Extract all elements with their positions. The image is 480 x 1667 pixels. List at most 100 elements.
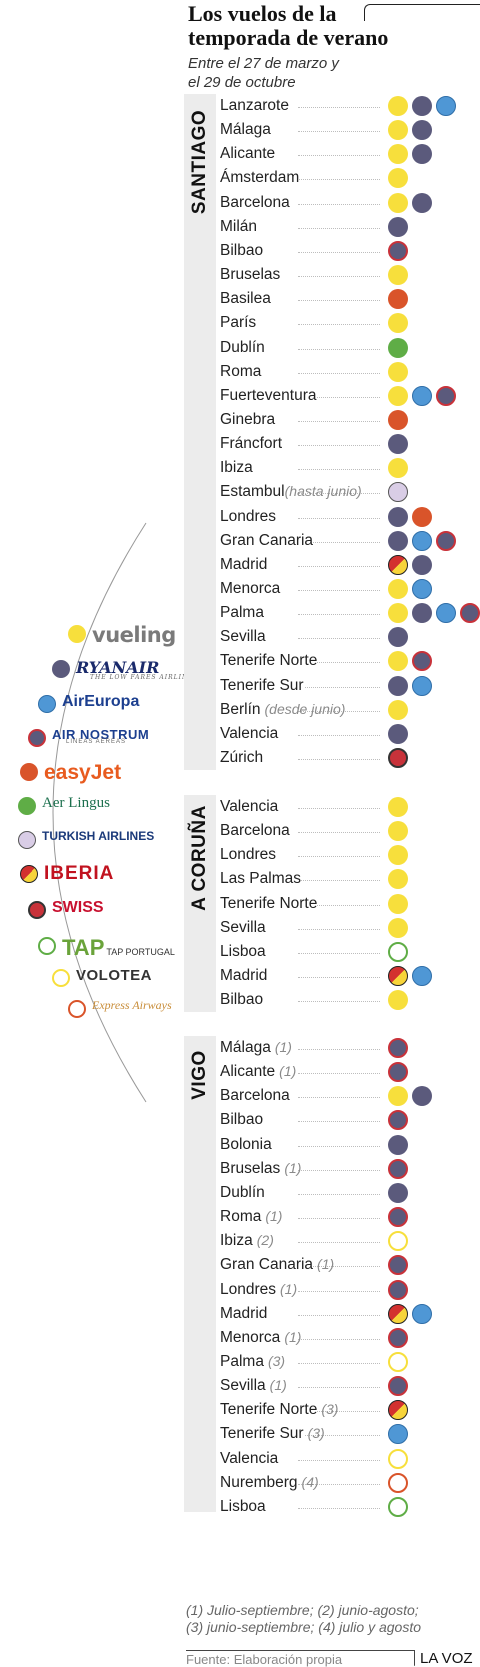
airline-icons	[388, 192, 432, 213]
airline-icons	[388, 240, 408, 261]
destination-row: Ibiza (2)	[218, 1229, 480, 1254]
airline-icons	[388, 1182, 408, 1203]
airnostrum-logo-tagline: LINEAS AEREAS	[66, 739, 127, 745]
destination-city: Alicante	[220, 145, 276, 163]
leader-dots	[298, 155, 380, 157]
destination-city: Barcelona	[220, 822, 290, 840]
destination-city: Tenerife Norte (3)	[220, 1401, 338, 1419]
city-note: (1)	[269, 1377, 287, 1394]
region-name: VIGO	[189, 1050, 211, 1100]
express-marker-icon	[388, 1472, 408, 1493]
vueling-marker-icon	[388, 313, 408, 334]
destination-row: Tenerife Norte	[218, 892, 480, 917]
destination-city: Madrid	[220, 555, 268, 574]
leader-dots	[298, 977, 380, 979]
airline-icons	[388, 1134, 408, 1155]
region-band-0	[184, 94, 216, 770]
destination-row: Lanzarote	[218, 94, 480, 119]
leader-dots	[298, 904, 380, 906]
destination-row: Dublín	[218, 336, 480, 361]
vueling-marker-icon	[68, 625, 86, 643]
easyjet-logo-label: easyJet	[44, 761, 122, 784]
leader-dots	[298, 856, 380, 858]
region-label-1: A CORUÑA	[184, 796, 216, 920]
destination-city: Ginebra	[220, 410, 276, 429]
leader-dots	[298, 1218, 380, 1220]
city-name: Las Palmas	[220, 870, 301, 888]
vueling-marker-icon	[388, 1086, 408, 1107]
volotea-marker-icon	[388, 1448, 408, 1469]
leader-dots	[298, 396, 380, 398]
destination-row: Gran Canaria	[218, 529, 480, 554]
airline-icons	[388, 1327, 408, 1348]
aerlingus-marker-icon	[388, 337, 408, 358]
vueling-marker-icon	[388, 385, 408, 406]
airline-icons	[388, 120, 432, 141]
city-note: (1)	[284, 1159, 302, 1176]
airline-icons	[388, 579, 432, 599]
city-name: Bilbao	[220, 991, 264, 1009]
city-name: Roma	[220, 1208, 262, 1226]
leader-dots	[298, 107, 380, 108]
destination-row: Málaga	[218, 118, 480, 143]
city-note: (3)	[321, 1401, 339, 1418]
airline-icons	[388, 216, 408, 237]
iberia-marker-icon	[388, 1400, 408, 1421]
leader-dots	[298, 1459, 380, 1461]
airline-icons	[388, 554, 432, 575]
destination-row: Roma	[218, 360, 480, 385]
city-note: (1)	[280, 1280, 298, 1297]
destination-city: Londres (1)	[220, 1280, 298, 1299]
subtitle: Entre el 27 de marzo y el 29 de octubre	[188, 54, 388, 92]
ryanair-marker-icon	[388, 434, 408, 455]
destination-row: Valencia	[218, 722, 480, 747]
destination-row: Tenerife Norte (3)	[218, 1398, 480, 1423]
airline-icons	[388, 1351, 408, 1372]
leader-dots	[298, 179, 380, 181]
city-name: Dublín	[220, 338, 265, 356]
destination-row: Barcelona	[218, 1084, 480, 1109]
city-name: Nuremberg	[220, 1473, 298, 1491]
airnostrum-marker-icon	[388, 1038, 408, 1058]
destination-row: Gran Canaria (1)	[218, 1253, 480, 1278]
destination-city: Bilbao	[220, 241, 264, 260]
express-logo-label: Express Airways	[92, 998, 172, 1012]
brand-bracket	[414, 1650, 415, 1666]
legend-item-easyjet: easyJet	[0, 758, 175, 788]
leader-dots	[298, 1049, 380, 1050]
volotea-marker-icon	[388, 1231, 408, 1252]
destination-row: Madrid	[218, 1302, 480, 1327]
destination-row: Londres	[218, 505, 480, 530]
express-marker-icon	[68, 1000, 86, 1018]
airline-icons	[388, 361, 408, 382]
vueling-marker-icon	[388, 579, 408, 599]
city-name: Barcelona	[220, 822, 290, 840]
aerlingus-logo: Aer Lingus	[42, 795, 110, 812]
city-name: Lanzarote	[220, 97, 289, 114]
iberia-logo: IBERIA	[44, 863, 114, 885]
vueling-marker-icon	[388, 699, 408, 720]
aireuropa-marker-icon	[38, 695, 56, 713]
destination-row: Milán	[218, 215, 480, 240]
leader-dots	[298, 420, 380, 422]
city-name: Valencia	[220, 1449, 279, 1467]
city-name: Lisboa	[220, 942, 266, 960]
legend-item-swiss: SWISS	[0, 896, 175, 926]
destination-city: Fuerteventura	[220, 386, 317, 405]
destination-city: Berlín (desde junio)	[220, 700, 345, 719]
easyjet-marker-icon	[388, 409, 408, 430]
airline-icons	[388, 1472, 408, 1493]
airline-icons	[388, 941, 408, 962]
city-name: Fráncfort	[220, 435, 283, 453]
city-name: Sevilla	[220, 1377, 266, 1395]
legend-item-airnostrum: AIR NOSTRUM LINEAS AEREAS	[0, 724, 175, 754]
leader-dots	[298, 1097, 380, 1099]
city-note: (1)	[274, 1039, 292, 1055]
legend-item-express: Express Airways	[0, 995, 175, 1025]
leader-dots	[298, 759, 380, 761]
airline-icons	[388, 289, 408, 310]
airline-icons	[388, 1400, 408, 1421]
leader-dots	[298, 952, 380, 954]
airline-icons	[388, 1086, 432, 1107]
destination-city: Gran Canaria (1)	[220, 1256, 334, 1274]
